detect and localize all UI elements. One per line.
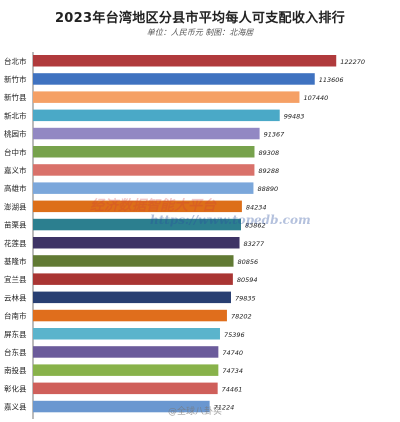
data-label: 89308 — [258, 149, 279, 157]
data-label: 89288 — [258, 167, 279, 175]
y-tick-label: 基隆市 — [4, 256, 27, 266]
data-label: 83862 — [245, 222, 266, 230]
y-tick-label: 澎湖县 — [4, 201, 27, 211]
bar — [33, 218, 241, 231]
y-tick-label: 嘉义市 — [4, 165, 27, 175]
data-label: 107440 — [303, 94, 328, 102]
bar — [33, 328, 220, 340]
bar — [33, 164, 255, 176]
data-label: 99483 — [284, 112, 305, 120]
data-label: 84234 — [246, 203, 267, 211]
bar — [33, 291, 231, 304]
y-tick-label: 苗栗县 — [4, 221, 27, 230]
y-tick-label: 彰化县 — [4, 383, 27, 393]
watermark-url: https://www.topedb.com — [150, 213, 311, 227]
bar — [33, 109, 280, 122]
y-tick-label: 桃园市 — [4, 129, 27, 139]
bar — [33, 55, 337, 67]
chart-title: 2023年台湾地区分县市平均每人可支配收入排行 — [54, 11, 346, 26]
data-label: 113606 — [319, 76, 344, 84]
bar — [33, 400, 210, 413]
y-tick-label: 新竹市 — [4, 74, 27, 84]
y-tick-label: 新竹县 — [4, 92, 27, 102]
data-label: 91367 — [264, 131, 286, 139]
watermark-text: 经济数据智能大平台 — [90, 198, 216, 214]
data-label: 122270 — [340, 58, 365, 66]
bar — [33, 182, 254, 194]
y-tick-label: 南投县 — [4, 365, 27, 375]
bar — [33, 255, 234, 267]
watermark-brand: @全球八卦实 — [168, 407, 223, 417]
bar — [33, 237, 240, 249]
y-tick-label: 云林县 — [4, 292, 27, 302]
data-label: 71224 — [214, 404, 235, 412]
data-label: 80594 — [237, 276, 258, 284]
data-label: 74461 — [222, 385, 243, 393]
data-label: 88890 — [257, 185, 278, 193]
y-tick-label: 屏东县 — [4, 329, 27, 339]
bar — [33, 346, 219, 358]
bar — [33, 91, 300, 103]
data-label: 75396 — [224, 331, 245, 339]
bar — [33, 364, 219, 376]
data-label: 78202 — [231, 313, 252, 321]
bar — [33, 73, 315, 85]
y-tick-label: 高雄市 — [4, 183, 27, 193]
y-tick-label: 台中市 — [4, 147, 27, 157]
data-label: 83277 — [244, 240, 266, 248]
bar — [33, 309, 227, 322]
bar — [33, 127, 260, 140]
y-tick-label: 台南市 — [4, 311, 27, 321]
bar — [33, 146, 255, 158]
y-tick-label: 新北市 — [4, 110, 27, 120]
data-label: 74734 — [222, 367, 243, 375]
y-tick-label: 花莲县 — [4, 238, 27, 248]
y-tick-label: 宜兰县 — [4, 274, 27, 284]
chart-subtitle: 单位：人民币元 制图：北海居 — [146, 28, 254, 37]
bar — [33, 273, 233, 285]
y-tick-label: 台东县 — [4, 347, 27, 357]
data-label: 80856 — [238, 258, 259, 266]
bar — [33, 200, 242, 213]
bar — [33, 382, 218, 395]
y-tick-label: 台北市 — [4, 56, 27, 66]
y-tick-label: 嘉义县 — [4, 402, 27, 412]
data-label: 74740 — [222, 349, 243, 357]
data-label: 79835 — [235, 294, 256, 302]
